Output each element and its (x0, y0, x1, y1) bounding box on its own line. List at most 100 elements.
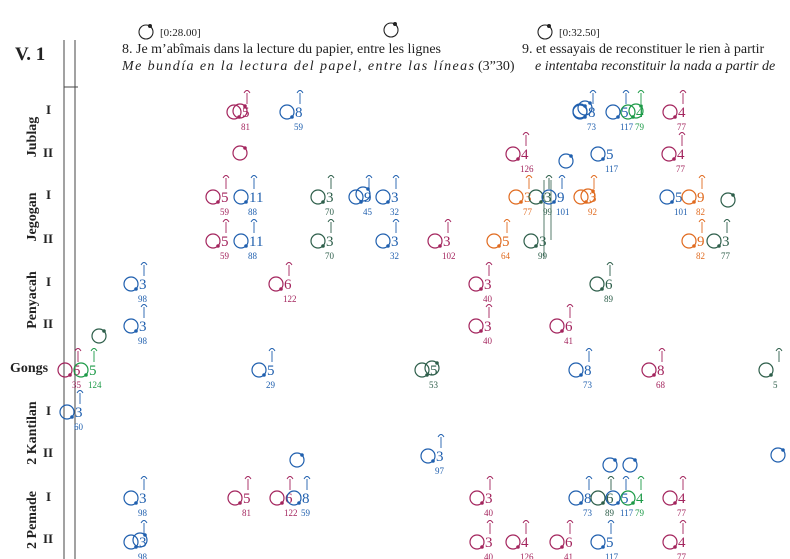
note-subscript: 60 (74, 422, 84, 432)
note-number: 9 (364, 190, 372, 206)
note-number: 3 (391, 190, 399, 206)
strike-dot (516, 157, 520, 161)
strike-dot (300, 453, 304, 457)
strike-dot (297, 501, 301, 505)
strike-dot (262, 373, 266, 377)
note-number: 8 (295, 105, 303, 121)
tremolo-mark (268, 348, 276, 352)
note-number: 4 (678, 105, 686, 121)
strike-dot (672, 157, 676, 161)
note-subscript: 88 (248, 207, 258, 217)
note-subscript: 88 (248, 251, 258, 261)
note-number: 3 (139, 535, 147, 551)
tremolo-mark (244, 476, 252, 480)
gong-ring-icon (602, 457, 618, 473)
tremolo-mark (327, 175, 335, 179)
tremolo-mark (486, 476, 494, 480)
strike-dot (569, 154, 573, 158)
note-number: 8 (584, 363, 592, 379)
note-number: 5 (221, 190, 229, 206)
note-mark: 340 (468, 304, 493, 346)
note-number: 6 (565, 535, 573, 551)
note-subscript: 59 (294, 122, 304, 132)
notes-layer: 5818598735117479477412651174775591188370… (57, 90, 783, 559)
strike-dot (438, 244, 442, 248)
note-number: 3 (139, 319, 147, 335)
tremolo-mark (679, 520, 687, 524)
note-subscript: 77 (677, 508, 687, 518)
note-subscript: 99 (538, 251, 548, 261)
note-number: 9 (557, 190, 565, 206)
note-mark: 340 (468, 262, 493, 304)
note-subscript: 70 (325, 251, 335, 261)
strike-dot (386, 244, 390, 248)
gong-ring-icon (427, 233, 443, 249)
note-subscript: 124 (88, 380, 102, 390)
note-mark: 392 (573, 175, 598, 217)
note-mark: 398 (123, 304, 148, 346)
tremolo-mark (590, 175, 598, 179)
note-number: 6 (284, 277, 292, 293)
note-number: 3 (484, 277, 492, 293)
gong-ring-icon (681, 233, 697, 249)
tremolo-mark (698, 175, 706, 179)
note-mark: 360 (59, 390, 84, 432)
tremolo-mark (622, 90, 630, 94)
gong-ring-icon (628, 103, 644, 119)
tremolo-mark (607, 520, 615, 524)
strike-dot (68, 373, 72, 377)
tremolo-mark (723, 219, 731, 223)
strike-dot (70, 415, 74, 419)
strike-dot (631, 501, 635, 505)
note-mark: 477 (662, 476, 687, 518)
note-subscript: 77 (721, 251, 731, 261)
gong-ring-icon (758, 362, 774, 378)
strike-dot (134, 501, 138, 505)
gong-ring-icon (355, 186, 371, 202)
note-number: 3 (326, 234, 334, 250)
gong-ring-icon (59, 404, 75, 420)
tremolo-mark (698, 219, 706, 223)
note-mark: 477 (661, 132, 686, 174)
gong-ring-icon (233, 189, 249, 205)
row-label: I (46, 102, 51, 117)
tremolo-mark (566, 304, 574, 308)
note-subscript: 32 (390, 207, 399, 217)
note-number: 8 (588, 105, 596, 121)
strike-dot (516, 545, 520, 549)
note-mark: 477 (662, 520, 687, 559)
note-subscript: 5 (773, 380, 778, 390)
strike-dot (588, 101, 592, 105)
note-subscript: 126 (520, 164, 534, 174)
note-subscript: 79 (635, 122, 645, 132)
strike-dot (519, 200, 523, 204)
gong-ring-icon (589, 276, 605, 292)
strike-dot (633, 458, 637, 462)
gong-ring-icon (57, 362, 73, 378)
tremolo-mark (327, 219, 335, 223)
note-subscript: 81 (242, 508, 251, 518)
strike-dot (616, 501, 620, 505)
strike-dot (769, 373, 773, 377)
note-mark: 559 (205, 175, 230, 217)
extra-circles-layer (91, 100, 786, 548)
tremolo-mark (140, 476, 148, 480)
strike-dot (534, 244, 538, 248)
group-label-jublag: Jublag (25, 117, 40, 157)
tremolo-mark (76, 390, 84, 394)
tremolo-mark (140, 520, 148, 524)
note-mark: 332 (375, 175, 400, 217)
note-mark: 398 (123, 262, 148, 304)
gong-ring-icon (375, 189, 391, 205)
note-subscript: 117 (605, 552, 619, 559)
strike-dot (616, 115, 620, 119)
group-label-kantilan: 2 Kantilan (25, 401, 40, 465)
note-subscript: 40 (484, 508, 494, 518)
note-mark: 399 (523, 233, 548, 261)
note-mark: 377 (706, 219, 731, 261)
note-number: 5 (606, 535, 614, 551)
strike-dot (386, 200, 390, 204)
gong-ring-icon (310, 233, 326, 249)
note-mark: 581 (227, 476, 252, 518)
